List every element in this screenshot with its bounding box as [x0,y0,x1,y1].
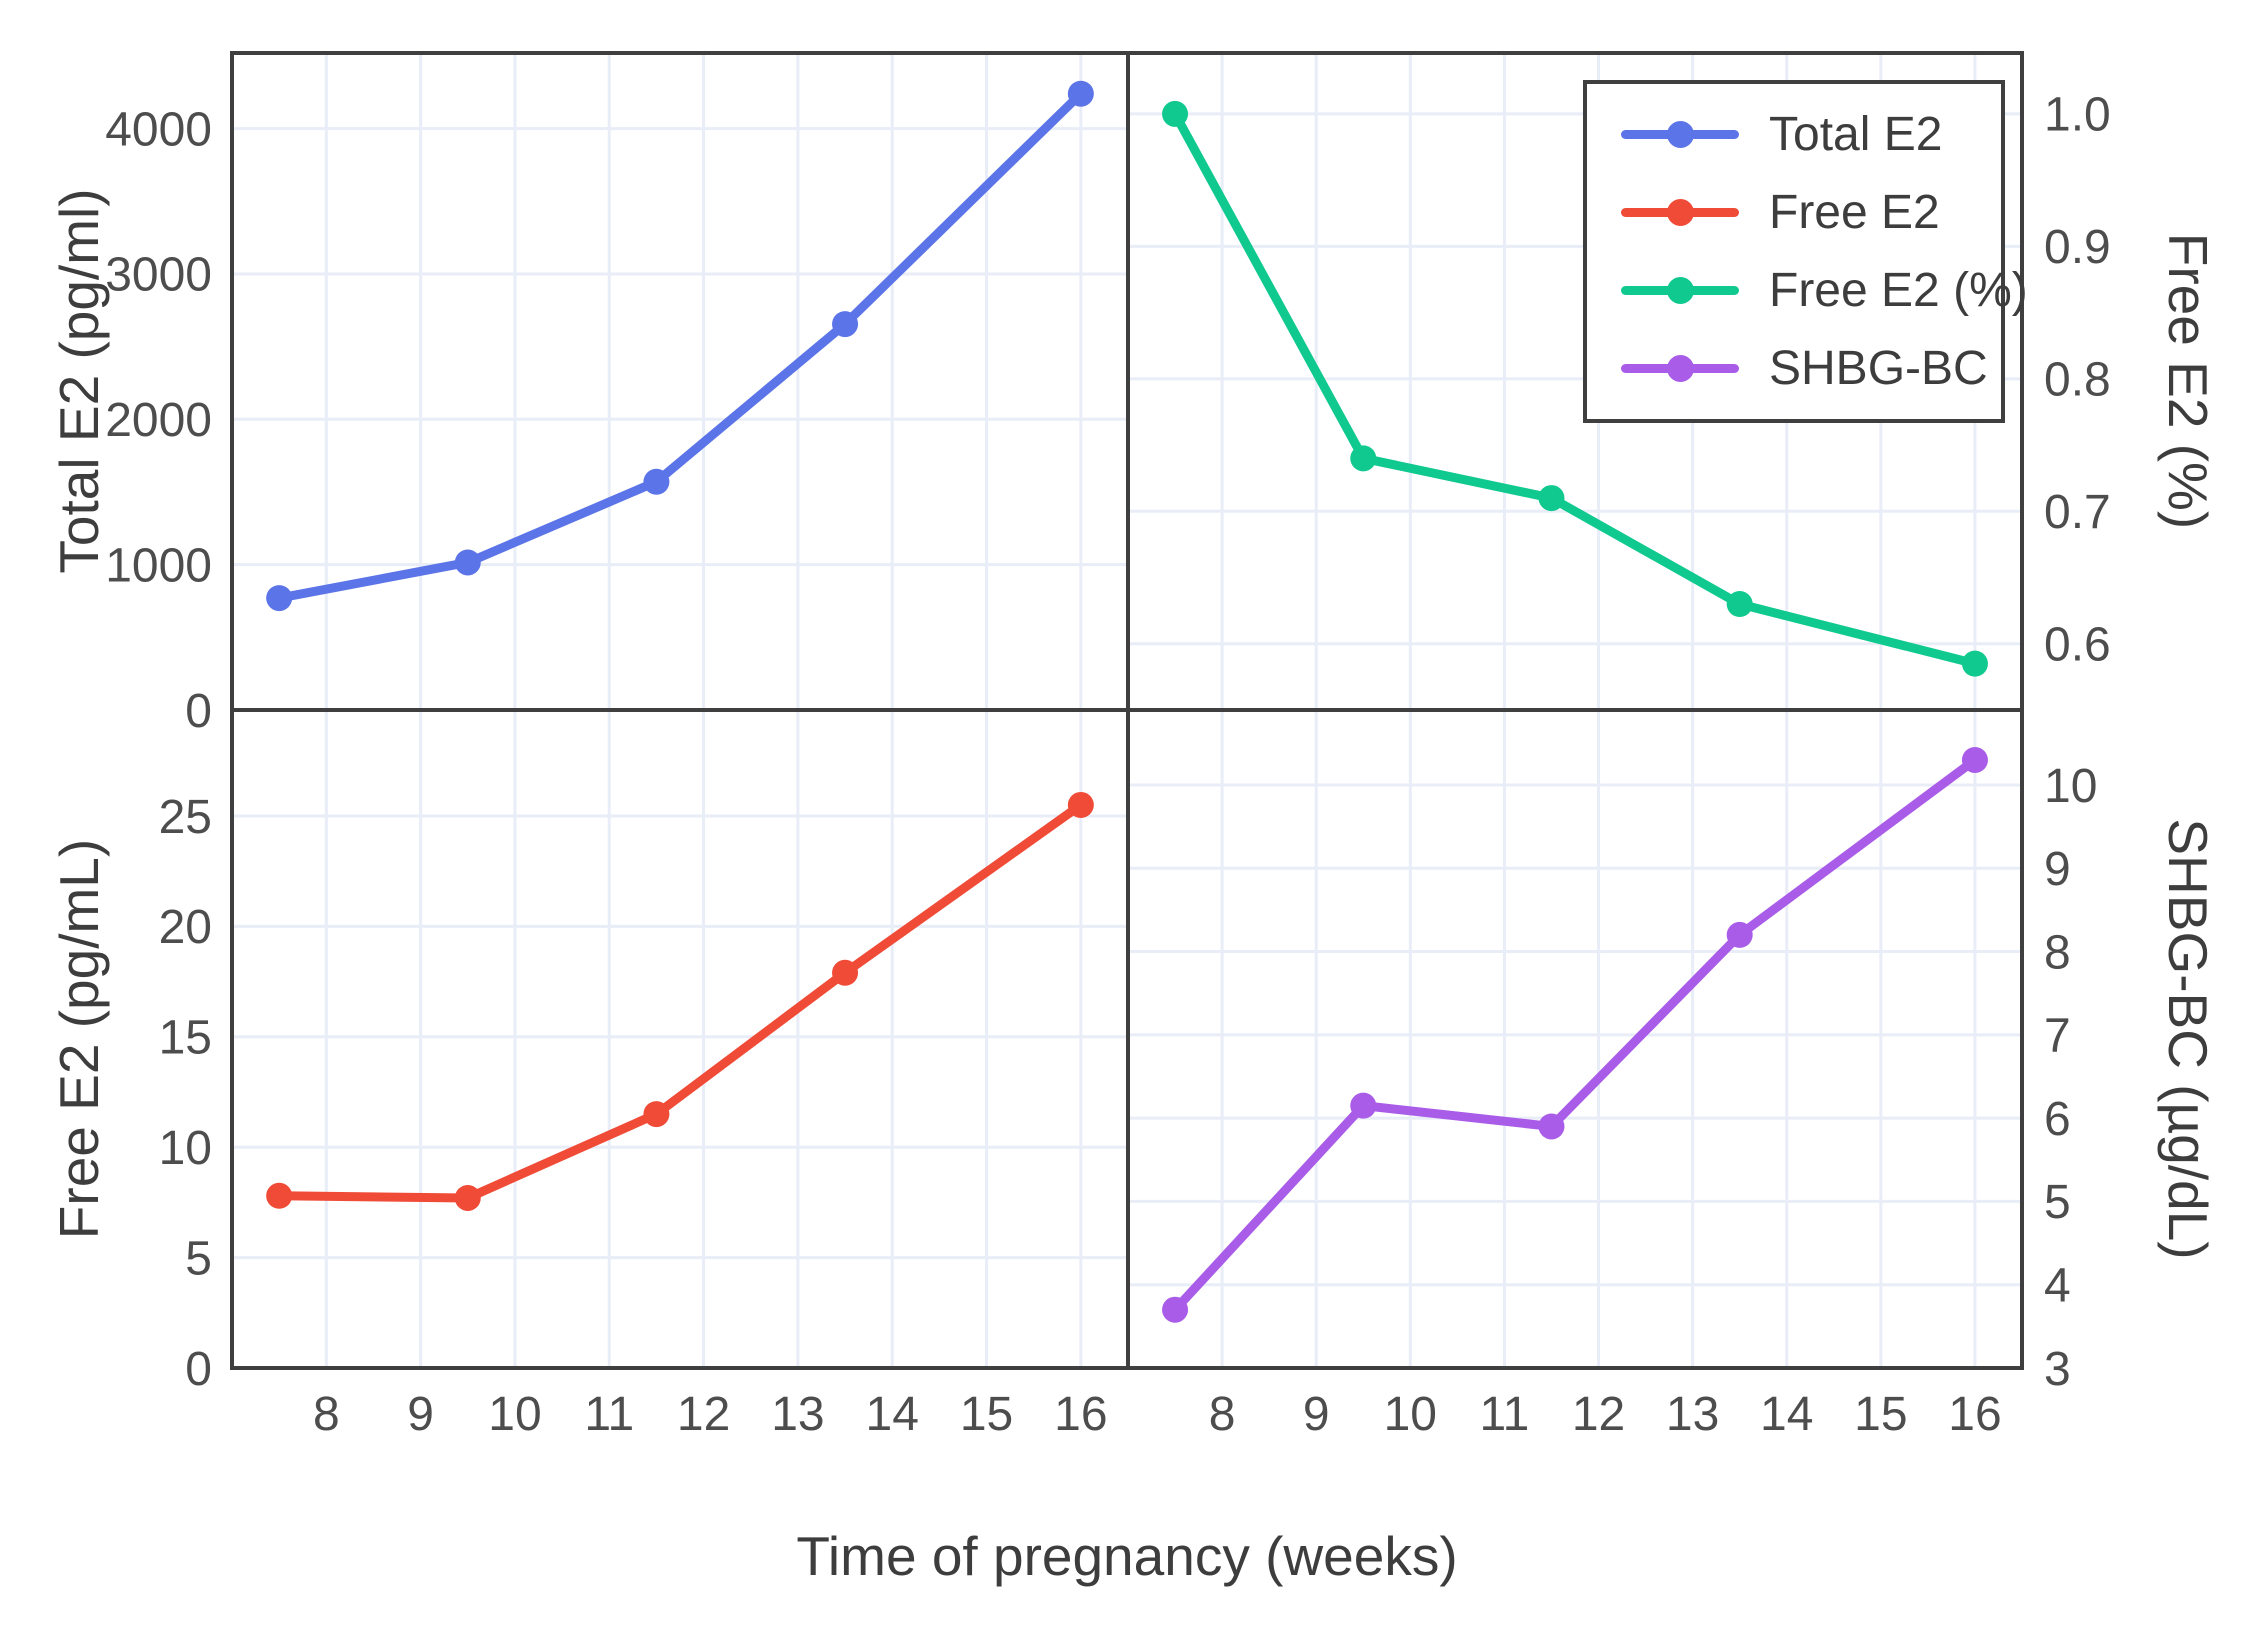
legend-item-free-e2: Free E2 [1621,185,2001,240]
x-tick-label: 13 [1666,1388,1719,1441]
y-tick-label: 8 [2044,926,2071,979]
legend-item-total-e2: Total E2 [1621,107,2001,162]
y-tick-label: 6 [2044,1093,2071,1146]
data-point [1726,921,1753,948]
data-point [1162,100,1189,127]
data-point [1067,80,1094,107]
y-tick-label: 0.7 [2044,486,2111,539]
x-tick-label: 12 [677,1388,730,1441]
y-tick-label: 4 [2044,1260,2071,1313]
data-point [1961,746,1988,773]
data-point [454,549,481,576]
x-tick-label: 8 [313,1388,340,1441]
data-point [832,959,859,986]
y-tick-label: 20 [159,901,212,954]
data-point [1350,445,1377,472]
x-tick-label: 12 [1572,1388,1625,1441]
legend-marker-shbg-bc [1621,354,1739,384]
data-point [1538,1113,1565,1140]
y-tick-label: 0 [185,1343,212,1396]
y-tick-label: 0 [185,685,212,738]
data-point [1067,791,1094,818]
x-tick-label: 15 [960,1388,1013,1441]
y-tick-label: 10 [159,1122,212,1175]
y-tick-label: 25 [159,791,212,844]
data-point [266,1182,293,1209]
x-tick-label: 11 [584,1388,634,1441]
y-tick-label: 0.8 [2044,354,2111,407]
x-tick-label: 9 [407,1388,434,1441]
y-tick-label: 5 [2044,1176,2071,1229]
y-tick-label: 4000 [105,103,212,156]
x-tick-label: 16 [1054,1388,1107,1441]
y-axis-title-free-e2: Free E2 (pg/mL) [48,838,110,1240]
y-axis-title-total-e2: Total E2 (pg/ml) [48,188,110,574]
x-tick-label: 9 [1303,1388,1330,1441]
data-point [454,1184,481,1211]
y-tick-label: 1000 [105,539,212,592]
y-tick-label: 5 [185,1232,212,1285]
data-point [643,1101,670,1128]
data-point [266,585,293,612]
x-tick-label: 8 [1209,1388,1236,1441]
y-tick-label: 0.6 [2044,619,2111,672]
y-tick-label: 1.0 [2044,89,2111,142]
y-axis-title-shbg-bc: SHBG-BC (µg/dL) [2157,818,2219,1260]
y-tick-label: 0.9 [2044,221,2111,274]
y-tick-label: 15 [159,1012,212,1065]
x-tick-label: 10 [1384,1388,1437,1441]
legend: Total E2 Free E2 Free E2 (%) SHBG-BC [1583,80,2028,423]
x-tick-label: 11 [1480,1388,1530,1441]
y-tick-label: 7 [2044,1010,2071,1063]
data-point [1961,650,1988,677]
panel-top-left [232,53,1128,710]
panel-border [1126,708,2024,1370]
x-tick-label: 15 [1854,1388,1907,1441]
data-point [832,311,859,338]
x-tick-label: 14 [866,1388,919,1441]
data-point [1350,1092,1377,1119]
x-tick-label: 10 [488,1388,541,1441]
panel-bottom-right [1128,710,2022,1368]
y-tick-label: 10 [2044,760,2097,813]
x-axis-title: Time of pregnancy (weeks) [796,1525,1458,1587]
legend-label-shbg-bc: SHBG-BC [1769,342,1988,395]
data-point [1538,485,1565,512]
data-point [1726,591,1753,618]
data-point [1162,1296,1189,1323]
y-tick-label: 2000 [105,394,212,447]
legend-marker-total-e2 [1621,120,1739,150]
y-axis-title-free-e2-pct: Free E2 (%) [2157,232,2219,530]
x-tick-label: 16 [1948,1388,2001,1441]
legend-item-free-e2-pct: Free E2 (%) [1621,263,2028,318]
x-tick-label: 14 [1760,1388,1813,1441]
y-tick-label: 9 [2044,843,2071,896]
legend-marker-free-e2-pct [1621,276,1739,306]
panel-bottom-left [232,710,1128,1368]
legend-label-total-e2: Total E2 [1769,108,1943,161]
legend-label-free-e2: Free E2 [1769,186,1940,239]
legend-marker-free-e2 [1621,198,1739,228]
x-tick-label: 13 [771,1388,824,1441]
legend-item-shbg-bc: SHBG-BC [1621,341,2001,396]
y-tick-label: 3000 [105,249,212,302]
legend-label-free-e2-pct: Free E2 (%) [1769,264,2028,317]
y-tick-label: 3 [2044,1343,2071,1396]
data-point [643,468,670,495]
